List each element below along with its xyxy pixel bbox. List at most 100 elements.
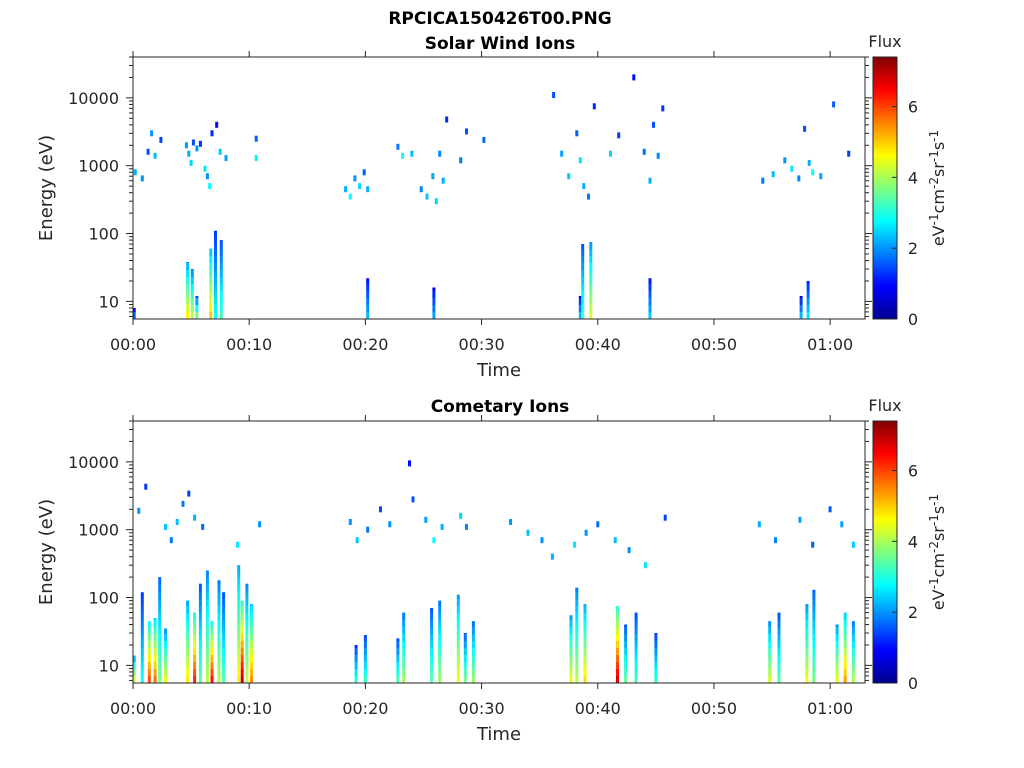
flux-cell xyxy=(237,613,241,620)
flux-cell xyxy=(581,298,585,305)
plot-area-background xyxy=(133,421,865,683)
flux-cell xyxy=(222,592,226,599)
flux-cell xyxy=(198,140,202,147)
flux-cell xyxy=(569,641,573,648)
flux-cell xyxy=(236,541,240,548)
flux-cell xyxy=(237,676,241,683)
x-tick-label: 00:40 xyxy=(575,335,621,354)
x-tick-label: 00:50 xyxy=(691,699,737,718)
colorbar-tick-label: 2 xyxy=(908,603,918,622)
flux-cell xyxy=(363,669,367,676)
flux-cell xyxy=(219,291,223,298)
flux-cell xyxy=(805,604,809,606)
flux-cell xyxy=(193,669,197,676)
flux-cell xyxy=(187,490,191,497)
flux-cell xyxy=(158,599,162,606)
flux-cell xyxy=(153,618,157,620)
flux-cell xyxy=(430,655,434,662)
flux-cell xyxy=(589,298,593,305)
flux-cell xyxy=(575,669,579,676)
flux-cell xyxy=(186,277,190,284)
flux-cell xyxy=(410,150,414,157)
flux-cell xyxy=(217,620,221,627)
flux-cell xyxy=(205,592,209,599)
flux-cell xyxy=(245,606,249,613)
flux-cell xyxy=(240,600,244,606)
flux-cell xyxy=(362,169,366,176)
flux-cell xyxy=(222,620,226,627)
x-axis-ticks: 00:00 00:10 00:20 00:30 00:40 00:50 01:00 xyxy=(110,415,853,718)
flux-cell xyxy=(353,175,357,182)
flux-cell xyxy=(587,193,590,200)
flux-cell xyxy=(222,606,226,613)
flux-cell xyxy=(205,613,209,620)
flux-cell xyxy=(147,641,151,648)
y-tick-label: 100 xyxy=(88,225,119,244)
flux-cell xyxy=(471,676,475,683)
flux-cell xyxy=(835,655,839,662)
flux-cell xyxy=(245,662,249,669)
flux-cell xyxy=(396,648,400,655)
flux-cell xyxy=(408,460,411,467)
flux-cell xyxy=(396,676,400,683)
flux-cell xyxy=(616,606,619,613)
flux-cell xyxy=(205,655,209,662)
flux-cell xyxy=(205,585,209,592)
flux-cell xyxy=(237,565,241,571)
flux-cell xyxy=(569,676,573,683)
flux-cell xyxy=(193,676,197,683)
flux-cell xyxy=(140,676,144,683)
flux-cell xyxy=(430,669,434,676)
flux-cell xyxy=(358,183,362,190)
flux-cell xyxy=(812,676,816,683)
flux-cell xyxy=(616,655,619,662)
flux-cell xyxy=(843,627,847,634)
flux-cell xyxy=(201,523,205,530)
flux-cell xyxy=(402,662,406,669)
flux-cell xyxy=(805,641,809,648)
flux-cell xyxy=(624,669,628,676)
flux-cell xyxy=(198,613,202,620)
x-tick-label: 00:10 xyxy=(226,699,272,718)
flux-cell xyxy=(661,105,665,112)
flux-cell xyxy=(164,628,167,634)
solar-wind-ions-panel: Solar Wind Ions 10 100 1000 10000 00:00 00:1… xyxy=(36,32,948,381)
flux-cell xyxy=(217,613,221,620)
flux-cell xyxy=(140,592,144,599)
colorbar-ticks: 0 2 4 6 xyxy=(892,98,918,329)
flux-cell xyxy=(133,169,137,176)
flux-cell xyxy=(589,256,593,263)
flux-cell xyxy=(198,627,202,634)
flux-cell xyxy=(140,606,144,613)
flux-cell xyxy=(851,621,855,627)
flux-cell xyxy=(843,634,847,641)
flux-cell xyxy=(402,648,406,655)
x-tick-label: 00:20 xyxy=(342,699,388,718)
flux-cell xyxy=(583,606,587,613)
flux-cell xyxy=(843,676,847,683)
flux-cell xyxy=(237,655,241,662)
flux-cell xyxy=(463,662,467,669)
flux-cell xyxy=(191,139,195,146)
flux-cell xyxy=(245,599,249,606)
flux-cell xyxy=(581,270,585,277)
flux-cell xyxy=(456,641,460,648)
flux-cell xyxy=(592,103,596,110)
flux-cell xyxy=(195,296,199,298)
flux-cell xyxy=(217,580,221,585)
flux-cell xyxy=(811,541,815,548)
flux-cell xyxy=(158,669,162,676)
flux-cell xyxy=(396,669,400,676)
flux-cell xyxy=(806,298,810,305)
flux-cell xyxy=(366,278,370,284)
flux-cell xyxy=(471,641,475,648)
flux-cell xyxy=(456,648,460,655)
x-axis-ticks: 00:00 00:10 00:20 00:30 00:40 00:50 01:00 xyxy=(110,51,853,354)
flux-cell xyxy=(812,613,816,620)
flux-cell xyxy=(425,193,429,200)
flux-cell xyxy=(250,676,253,683)
flux-cell xyxy=(624,662,628,669)
flux-cell xyxy=(388,521,392,528)
flux-cell xyxy=(445,116,449,123)
